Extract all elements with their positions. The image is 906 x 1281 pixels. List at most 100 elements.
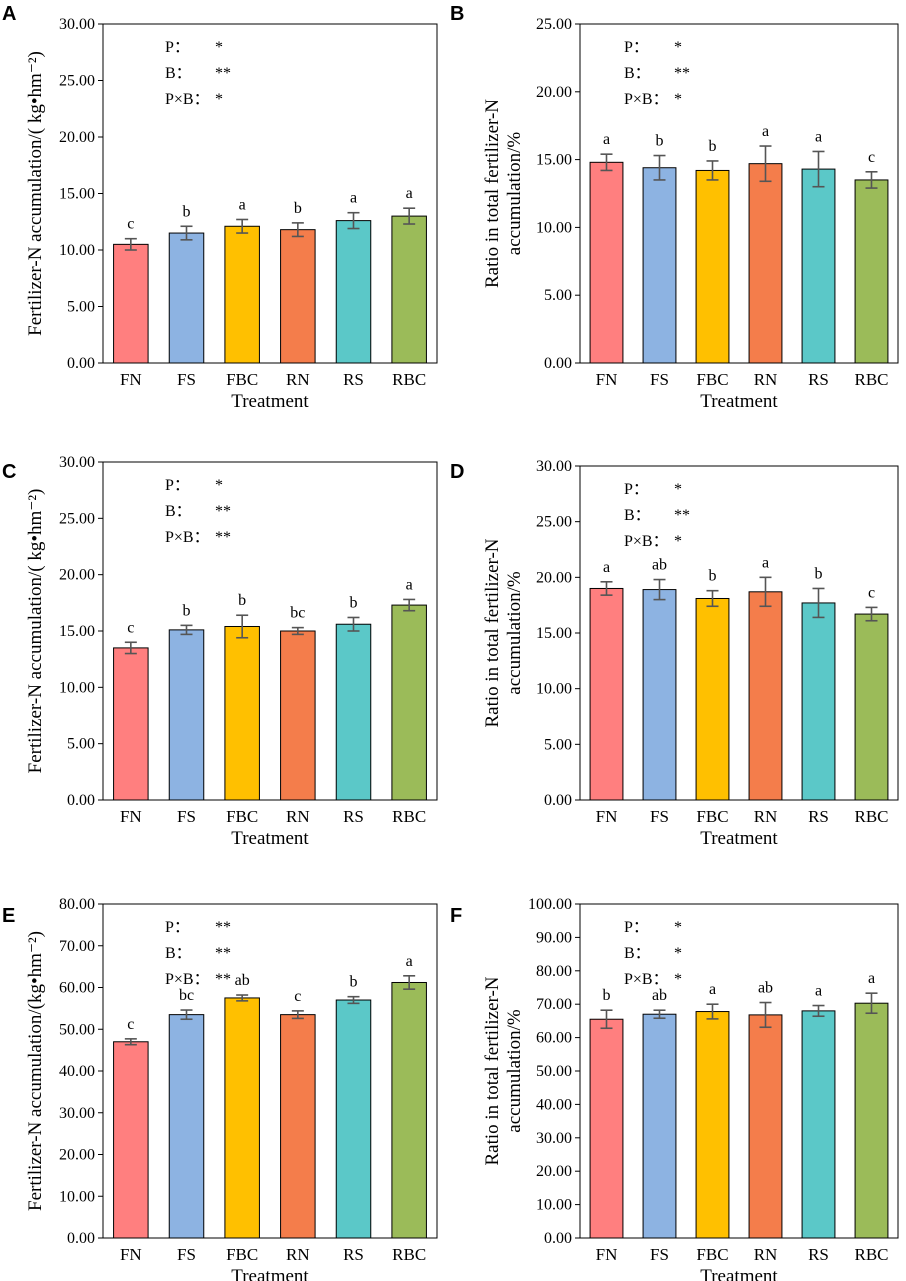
- x-tick-label: FBC: [226, 807, 258, 826]
- x-tick-label: RS: [343, 807, 364, 826]
- y-tick-label: 25.00: [59, 510, 95, 527]
- significance-letter: a: [815, 128, 822, 145]
- y-axis-title-text: Ratio in total fertilizer-Naccumulation/…: [482, 538, 525, 727]
- bar-fs: [168, 629, 205, 801]
- y-tick-label: 80.00: [59, 896, 95, 913]
- panel-letter: A: [2, 3, 16, 25]
- stat-value: *: [674, 91, 682, 108]
- plot-frame: [102, 461, 438, 801]
- y-tick-label: 60.00: [536, 1030, 572, 1047]
- x-tick-label: FS: [177, 1245, 196, 1264]
- x-axis-title: Treatment: [700, 1266, 778, 1281]
- bar-fn: [589, 1018, 624, 1239]
- y-tick-label: 10.00: [536, 219, 572, 236]
- bar-fn: [589, 587, 624, 801]
- y-tick-label: 0.00: [544, 1230, 572, 1247]
- y-tick-label: 20.00: [536, 84, 572, 101]
- y-axis-title-text: Ratio in total fertilizer-Naccumulation/…: [482, 99, 525, 288]
- y-tick-label: 10.00: [536, 1197, 572, 1214]
- panel-letter: E: [2, 905, 15, 927]
- significance-letter: b: [294, 200, 302, 217]
- y-tick-label: 5.00: [544, 287, 572, 304]
- y-tick-label: 30.00: [59, 1105, 95, 1122]
- x-tick-label: RS: [808, 1245, 829, 1264]
- stat-value: **: [674, 507, 690, 524]
- bar-rs: [801, 1010, 836, 1239]
- stat-value: *: [215, 39, 223, 56]
- y-tick-label: 0.00: [67, 1230, 95, 1247]
- y-tick-label: 60.00: [59, 980, 95, 997]
- bar-fs: [642, 1013, 677, 1239]
- bar-rbc: [854, 613, 889, 801]
- stat-value: *: [215, 477, 223, 494]
- bar-rn: [280, 1014, 316, 1239]
- bar-fbc: [695, 169, 730, 364]
- x-tick-label: FBC: [226, 370, 258, 389]
- bar-fs: [642, 589, 677, 801]
- y-tick-label: 40.00: [536, 1096, 572, 1113]
- x-tick-label: FS: [650, 807, 669, 826]
- stat-value: *: [674, 481, 682, 498]
- bar-rbc: [854, 1002, 889, 1239]
- y-tick-label: 15.00: [59, 623, 95, 640]
- y-axis-title: Ratio in total fertilizer-Naccumulation/…: [482, 538, 525, 727]
- stat-label: P：: [165, 477, 190, 494]
- significance-letter: a: [406, 185, 413, 202]
- stat-value: **: [674, 65, 690, 82]
- bar-rs: [801, 602, 836, 801]
- x-tick-label: FN: [120, 1245, 142, 1264]
- chart-panel-c: C 0.00 5.00 10.00 15.00 20.00 25.00 30.00 c FN b FS…: [2, 454, 438, 849]
- stat-value: **: [215, 919, 231, 936]
- stat-value: *: [674, 971, 682, 988]
- plot-frame: [102, 23, 438, 364]
- x-tick-label: FN: [120, 807, 142, 826]
- y-tick-label: 10.00: [59, 242, 95, 259]
- y-axis-title-text: Ratio in total fertilizer-Naccumulation/…: [482, 976, 525, 1165]
- y-tick-label: 20.00: [59, 129, 95, 146]
- significance-letter: c: [127, 1016, 134, 1033]
- y-tick-label: 5.00: [67, 736, 95, 753]
- stat-value: **: [215, 529, 231, 546]
- significance-letter: a: [868, 970, 875, 987]
- y-tick-label: 25.00: [536, 16, 572, 33]
- x-tick-label: RN: [286, 370, 310, 389]
- significance-letter: b: [603, 987, 611, 1004]
- y-tick-label: 30.00: [536, 1130, 572, 1147]
- stat-label: P：: [624, 919, 649, 936]
- chart-panel-b: B 0.00 5.00 10.00 15.00 20.00 25.00 a FN b FS b FBC a…: [450, 3, 899, 412]
- bar-rn: [280, 229, 316, 364]
- x-tick-label: RN: [286, 1245, 310, 1264]
- bar-rbc: [854, 179, 889, 364]
- stat-value: **: [215, 971, 231, 988]
- stat-label: P×B：: [624, 533, 669, 550]
- x-axis-title: Treatment: [700, 391, 778, 412]
- stat-label: B：: [165, 65, 192, 82]
- y-tick-label: 30.00: [59, 16, 95, 33]
- significance-letter: b: [183, 602, 191, 619]
- y-tick-label: 80.00: [536, 963, 572, 980]
- stat-label: P：: [165, 919, 190, 936]
- significance-letter: a: [239, 196, 246, 213]
- x-tick-label: RN: [754, 807, 778, 826]
- stat-label: P：: [624, 481, 649, 498]
- significance-letter: b: [238, 592, 246, 609]
- significance-letter: ab: [652, 557, 667, 574]
- y-tick-label: 20.00: [536, 1163, 572, 1180]
- stat-label: B：: [165, 945, 192, 962]
- y-tick-label: 25.00: [59, 73, 95, 90]
- y-tick-label: 30.00: [536, 458, 572, 475]
- y-tick-label: 0.00: [67, 355, 95, 372]
- stat-label: P：: [165, 39, 190, 56]
- y-tick-label: 20.00: [536, 569, 572, 586]
- stat-label: P×B：: [624, 91, 669, 108]
- significance-letter: b: [350, 974, 358, 991]
- y-tick-label: 0.00: [544, 355, 572, 372]
- x-tick-label: RBC: [854, 370, 888, 389]
- bar-fn: [113, 1041, 149, 1239]
- panel-letter: D: [450, 461, 464, 483]
- y-tick-label: 90.00: [536, 929, 572, 946]
- x-tick-label: FN: [120, 370, 142, 389]
- y-tick-label: 0.00: [544, 792, 572, 809]
- bar-fs: [642, 167, 677, 364]
